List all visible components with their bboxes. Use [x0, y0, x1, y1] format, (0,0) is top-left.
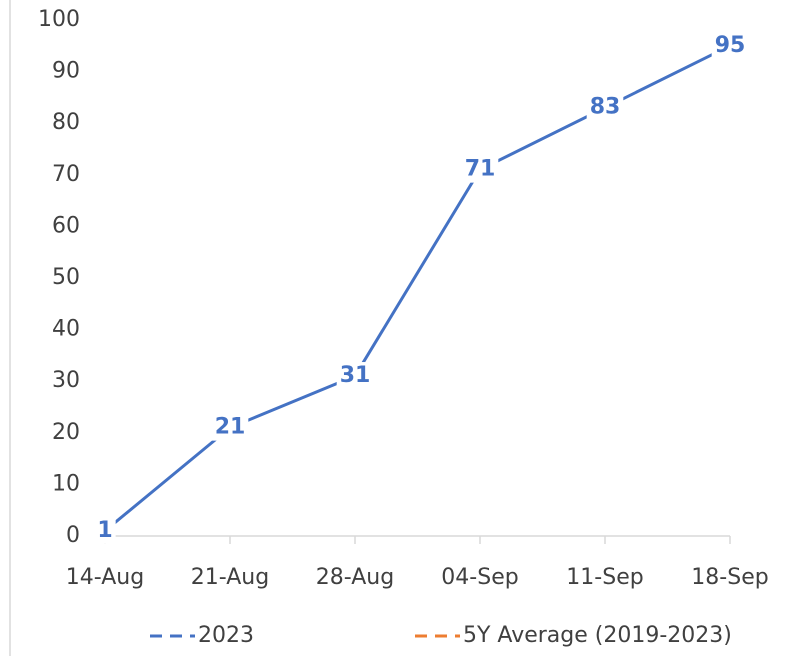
y-tick-label: 60 [52, 213, 80, 238]
data-label: 1 [97, 518, 112, 543]
data-label-bg [461, 155, 499, 183]
data-line [104, 44, 731, 532]
data-label: 31 [340, 363, 371, 388]
data-label-bg [211, 413, 249, 441]
y-tick-label: 50 [52, 265, 80, 290]
y-tick-label: 90 [52, 59, 80, 84]
data-label: 83 [590, 95, 621, 120]
data-label: 71 [465, 157, 496, 182]
y-tick-label: 30 [52, 368, 80, 393]
legend-label: 2023 [198, 623, 254, 648]
data-label: 21 [215, 415, 246, 440]
legend-label: 5Y Average (2019-2023) [463, 623, 732, 648]
y-tick-label: 20 [52, 420, 80, 445]
x-tick-label: 18-Sep [691, 565, 768, 590]
data-label-bg [586, 93, 624, 121]
x-tick-label: 04-Sep [441, 565, 518, 590]
data-label-bg [711, 31, 749, 59]
x-tick-label: 21-Aug [191, 565, 269, 590]
y-tick-label: 100 [38, 7, 80, 32]
y-tick-label: 80 [52, 110, 80, 135]
data-label: 95 [715, 33, 746, 58]
x-tick-label: 28-Aug [316, 565, 394, 590]
y-tick-label: 10 [52, 471, 80, 496]
x-tick-label: 11-Sep [566, 565, 643, 590]
x-tick-label: 14-Aug [66, 565, 144, 590]
y-tick-label: 70 [52, 162, 80, 187]
data-label-bg [94, 516, 116, 544]
y-tick-label: 40 [52, 317, 80, 342]
data-label-bg [336, 362, 374, 390]
y-tick-label: 0 [66, 523, 80, 548]
